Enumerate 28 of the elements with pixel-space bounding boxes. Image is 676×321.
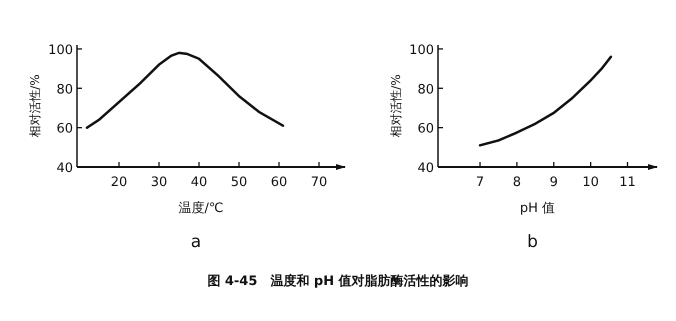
x-axis-title: 温度/℃ [178,200,224,216]
x-tick-label: 7 [476,175,484,190]
x-tick-label: 8 [512,175,522,190]
x-tick-label: 9 [550,175,558,190]
y-tick-label: 60 [56,122,73,137]
y-tick-label: 80 [56,82,73,98]
y-tick-label: 60 [417,122,434,137]
text: a [190,232,202,252]
y-tick-label: 40 [417,161,434,176]
line-series [86,52,284,129]
y-tick-label: 100 [409,42,434,58]
caption: 图 4-45 温度和 pH 值对脂肪酶活性的影响 [207,273,469,289]
y-tick-label: 40 [56,161,73,176]
x-tick-label: 70 [310,175,328,190]
x-tick-label: 30 [150,175,168,190]
x-tick-label: 11 [619,175,636,190]
text: b [527,232,538,252]
x-axis-title: pH 值 [520,201,556,216]
y-axis-title: 相对活性/% [28,74,42,138]
y-tick-label: 80 [417,82,434,98]
y-axis-title: 相对活性/% [389,74,403,138]
x-tick-label: 60 [270,175,288,190]
x-tick-label: 40 [190,175,208,190]
x-tick-label: 50 [230,175,248,190]
y-tick-label: 100 [48,42,73,58]
line-series [478,56,612,147]
x-tick-label: 10 [582,175,599,190]
x-tick-label: 20 [110,175,128,190]
